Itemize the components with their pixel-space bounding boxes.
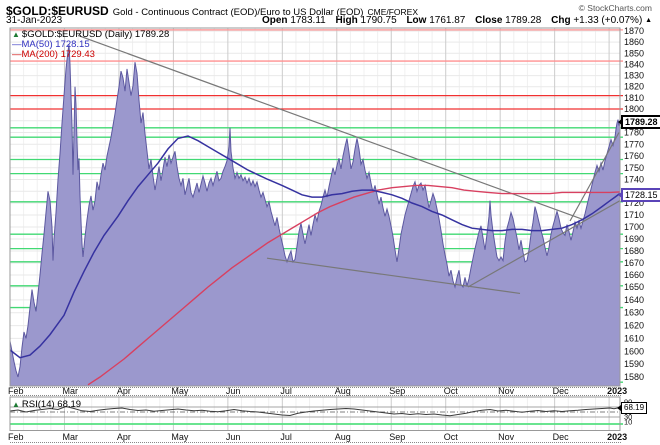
ohlc-summary: Open 1783.11 High 1790.75 Low 1761.87 Cl… [255, 15, 652, 26]
y-axis-label: 1840 [624, 59, 644, 69]
y-axis-label: 1600 [624, 346, 644, 356]
y-axis-label: 1590 [624, 359, 644, 369]
exchange-label: CME/FOREX [367, 7, 418, 17]
y-axis-label: 1650 [624, 282, 644, 292]
x-axis-month-label: Feb [8, 386, 24, 396]
quote-date: 31-Jan-2023 [6, 15, 63, 26]
rsi-month-label: Aug [335, 432, 351, 442]
legend-ma200-row: —MA(200) 1729.43 [12, 50, 95, 60]
stockcharts-copyright-link[interactable]: © StockCharts.com [578, 3, 652, 13]
high-value: 1790.75 [360, 15, 397, 26]
y-axis-label: 1770 [624, 139, 644, 149]
low-value: 1761.87 [429, 15, 466, 26]
y-axis-label: 1720 [624, 198, 644, 208]
y-axis-label: 1780 [624, 128, 644, 138]
ma50-price-flag: 1728.15 [618, 188, 660, 202]
change-up-icon: ▲ [645, 17, 652, 24]
y-axis-label: 1690 [624, 234, 644, 244]
x-axis-month-label: 2023 [607, 386, 627, 396]
close-label: Close [475, 15, 503, 26]
y-axis-label: 1700 [624, 222, 644, 232]
x-axis-month-label: Nov [498, 386, 515, 396]
low-label: Low [406, 15, 427, 26]
change-label: Chg [551, 15, 571, 26]
main-axis-tick-row-2 [10, 395, 621, 396]
rsi-month-label: Oct [444, 432, 459, 442]
y-axis-label: 1760 [624, 151, 644, 161]
rsi-up-icon: ▲ [12, 400, 20, 409]
legend-symbol-text: $GOLD:$EURUSD (Daily) 1789.28 [21, 29, 170, 40]
y-axis-label: 1680 [624, 246, 644, 256]
rsi-month-label: May [171, 432, 189, 442]
x-axis-month-label: Aug [335, 386, 351, 396]
x-axis-month-label: Sep [389, 386, 405, 396]
rsi-month-label: Dec [553, 432, 570, 442]
y-axis-label: 1640 [624, 295, 644, 305]
rsi-month-label: Jun [226, 432, 241, 442]
open-value: 1783.11 [290, 15, 326, 26]
y-axis-label: 1610 [624, 333, 644, 343]
y-axis-label: 1870 [624, 26, 644, 36]
y-axis-label: 1660 [624, 270, 644, 280]
change-value: +1.33 (+0.07%) [573, 15, 643, 26]
rsi-month-label: Mar [62, 432, 78, 442]
y-axis-label: 1620 [624, 321, 644, 331]
high-label: High [335, 15, 358, 26]
x-axis-month-label: Apr [117, 386, 131, 396]
y-axis-label: 1580 [624, 372, 644, 382]
ticker-symbol: $GOLD:$EURUSD [6, 4, 109, 18]
quote-row: 31-Jan-2023 Open 1783.11 High 1790.75 Lo… [6, 15, 654, 27]
y-axis-label: 1860 [624, 37, 644, 47]
rsi-axis-label: 10 [624, 418, 632, 427]
open-label: Open [261, 15, 288, 26]
chart-header: $GOLD:$EURUSD Gold - Continuous Contract … [6, 2, 654, 18]
y-axis-label: 1850 [624, 48, 644, 58]
x-axis-month-label: Dec [553, 386, 570, 396]
y-axis-label: 1750 [624, 163, 644, 173]
y-axis-label: 1710 [624, 210, 644, 220]
y-axis-label: 1830 [624, 71, 644, 81]
rsi-month-label: Sep [389, 432, 405, 442]
legend-symbol-row: ▲ $GOLD:$EURUSD (Daily) 1789.28 [12, 30, 169, 40]
ma50-line-swatch: — [12, 39, 22, 50]
x-axis-month-label: Mar [62, 386, 78, 396]
last-price-flag: 1789.28 [618, 115, 660, 129]
rsi-axis-label: 30 [624, 413, 632, 422]
series-up-icon: ▲ [12, 30, 20, 39]
rsi-legend-row: ▲ RSI(14) 68.19 [12, 399, 81, 410]
rsi-axis-tick-row [10, 442, 621, 443]
y-axis-label: 1800 [624, 104, 644, 114]
ma200-line-swatch: — [12, 49, 22, 60]
instrument-description: Gold - Continuous Contract (EOD)/Euro to… [112, 7, 364, 18]
y-axis-label: 1810 [624, 93, 644, 103]
x-axis-month-label: Jun [226, 386, 241, 396]
rsi-month-label: Jul [280, 432, 292, 442]
legend-ma200-text: MA(200) 1729.43 [21, 49, 95, 60]
rsi-month-label: 2023 [607, 432, 627, 442]
x-axis-month-label: May [171, 386, 189, 396]
main-axis-tick-row [10, 387, 621, 388]
y-axis-label: 1740 [624, 175, 644, 185]
x-axis-month-label: Jul [280, 386, 292, 396]
x-axis-month-label: Oct [444, 386, 459, 396]
y-axis-label: 1630 [624, 308, 644, 318]
close-value: 1789.28 [505, 15, 542, 26]
legend-ma50-row: —MA(50) 1728.15 [12, 40, 90, 50]
rsi-value-flag: 68.19 [616, 402, 648, 414]
rsi-legend-text: RSI(14) 68.19 [21, 399, 82, 410]
legend-ma50-text: MA(50) 1728.15 [21, 39, 90, 50]
rsi-month-label: Apr [117, 432, 131, 442]
y-axis-label: 1670 [624, 258, 644, 268]
y-axis-label: 1820 [624, 82, 644, 92]
rsi-month-label: Feb [8, 432, 24, 442]
rsi-month-label: Nov [498, 432, 515, 442]
